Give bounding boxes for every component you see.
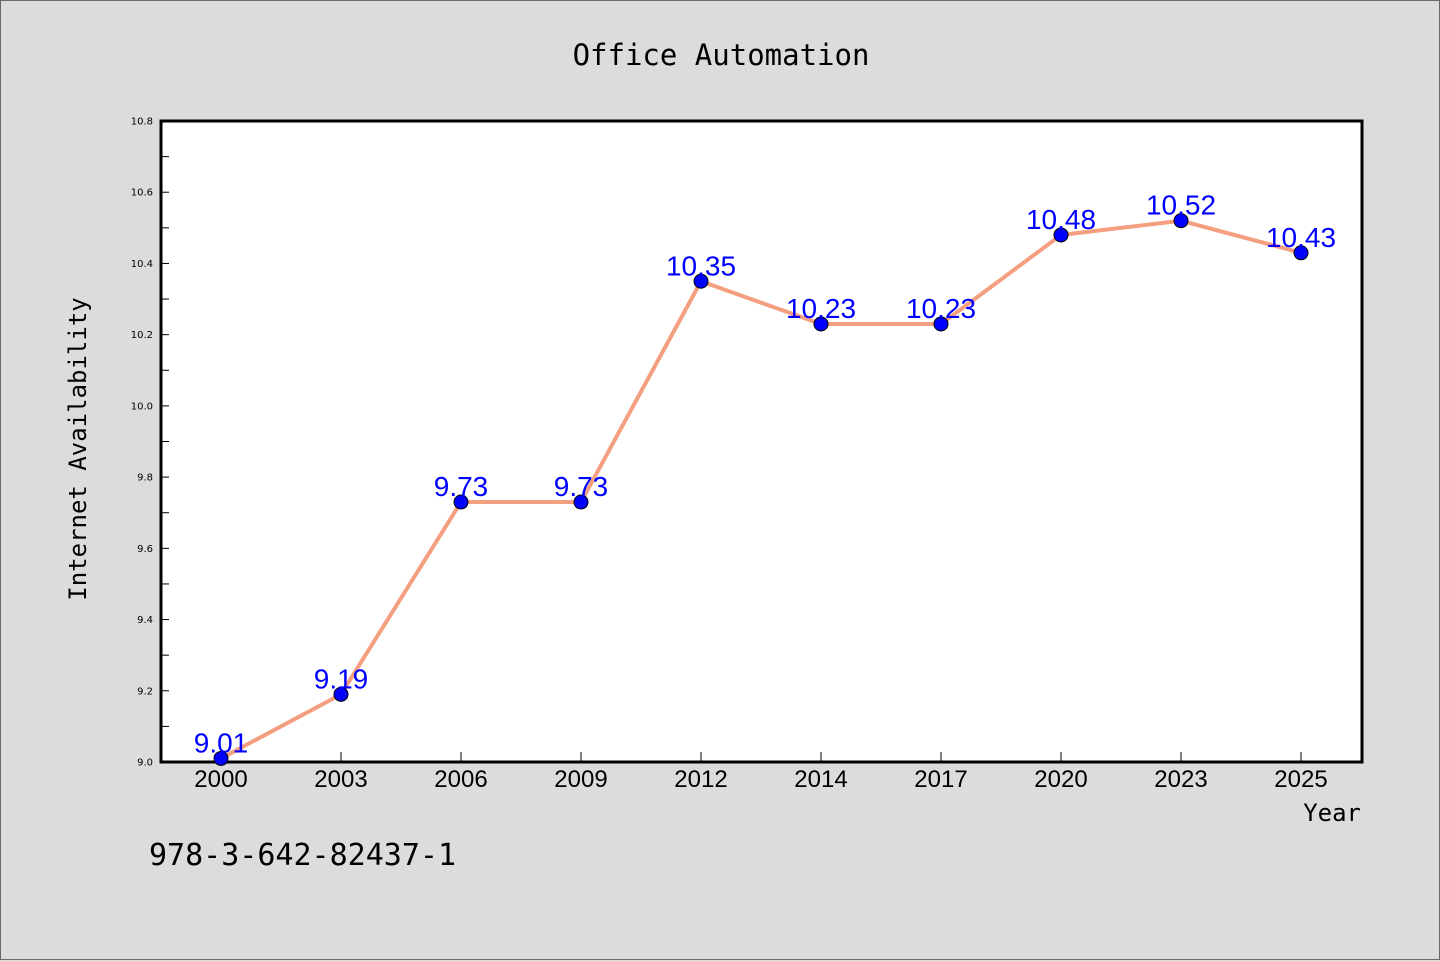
data-point <box>1293 245 1309 261</box>
x-tick-label: 2003 <box>314 766 367 793</box>
x-tick-label: 2012 <box>674 766 727 793</box>
data-point <box>453 494 469 510</box>
data-point <box>1173 213 1189 229</box>
data-labels: 9.01 9.19 9.73 9.73 10.35 10.23 10.23 10.48 10.5… <box>194 190 1336 759</box>
data-label: 9.19 <box>314 663 369 694</box>
data-label: 10.48 <box>1026 204 1096 235</box>
y-tick-label: 10.4 <box>131 259 153 270</box>
footnote-isbn: 978-3-642-82437-1 <box>149 838 456 873</box>
data-label: 9.73 <box>434 471 489 502</box>
x-tick-label: 2006 <box>434 766 487 793</box>
data-label: 9.01 <box>194 727 249 758</box>
data-point <box>693 273 709 289</box>
x-tick-label: 2017 <box>914 766 967 793</box>
plot-area <box>159 119 1364 764</box>
data-point <box>1053 227 1069 243</box>
y-tick-label: 9.2 <box>137 686 153 697</box>
y-tick-label: 9.6 <box>137 544 153 555</box>
data-label: 9.73 <box>554 471 609 502</box>
x-tick-label: 2000 <box>194 766 247 793</box>
x-tick-label: 2020 <box>1034 766 1087 793</box>
y-axis-ticks: 9.0 9.2 9.4 9.6 9.8 10.0 10.2 10.4 10.6 10.8 <box>131 117 169 769</box>
data-label: 10.23 <box>786 293 856 324</box>
x-axis-ticks: 2000 2003 2006 2009 2012 2014 2017 2020 2023 2025 <box>194 752 1328 793</box>
chart-title: Office Automation <box>573 38 870 72</box>
y-tick-label: 9.0 <box>137 758 153 769</box>
data-point <box>813 316 829 332</box>
y-tick-label: 9.4 <box>137 615 153 626</box>
x-axis-label: Year <box>1303 799 1361 827</box>
data-point <box>933 316 949 332</box>
data-label: 10.43 <box>1266 222 1336 253</box>
series-line <box>220 218 1302 761</box>
data-label: 10.35 <box>666 250 736 281</box>
data-label: 10.23 <box>906 293 976 324</box>
series-group <box>213 213 1309 766</box>
x-tick-label: 2009 <box>554 766 607 793</box>
y-axis-label: Internet Availability <box>64 297 92 600</box>
data-point <box>213 750 229 766</box>
y-tick-label: 10.8 <box>131 117 153 128</box>
data-point <box>573 494 589 510</box>
y-tick-label: 10.0 <box>131 401 153 412</box>
data-point <box>333 686 349 702</box>
x-tick-label: 2023 <box>1154 766 1207 793</box>
data-label: 10.52 <box>1146 190 1216 221</box>
x-tick-label: 2014 <box>794 766 847 793</box>
y-tick-label: 9.8 <box>137 473 153 484</box>
y-tick-label: 10.2 <box>131 330 153 341</box>
x-tick-label: 2025 <box>1274 766 1327 793</box>
y-tick-label: 10.6 <box>131 188 153 199</box>
